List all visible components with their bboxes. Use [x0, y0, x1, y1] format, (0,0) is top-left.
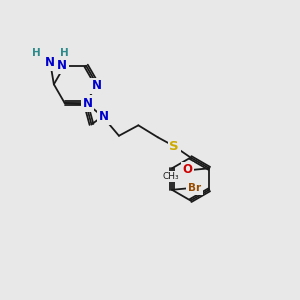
Text: N: N	[57, 59, 67, 72]
Text: N: N	[45, 56, 55, 69]
Text: S: S	[169, 140, 179, 153]
Text: N: N	[92, 79, 102, 92]
Text: N: N	[82, 97, 93, 110]
Text: Br: Br	[188, 183, 201, 193]
Text: H: H	[60, 48, 69, 58]
Text: N: N	[99, 110, 109, 123]
Text: O: O	[183, 163, 193, 176]
Text: H: H	[32, 48, 40, 58]
Text: CH₃: CH₃	[163, 172, 180, 181]
